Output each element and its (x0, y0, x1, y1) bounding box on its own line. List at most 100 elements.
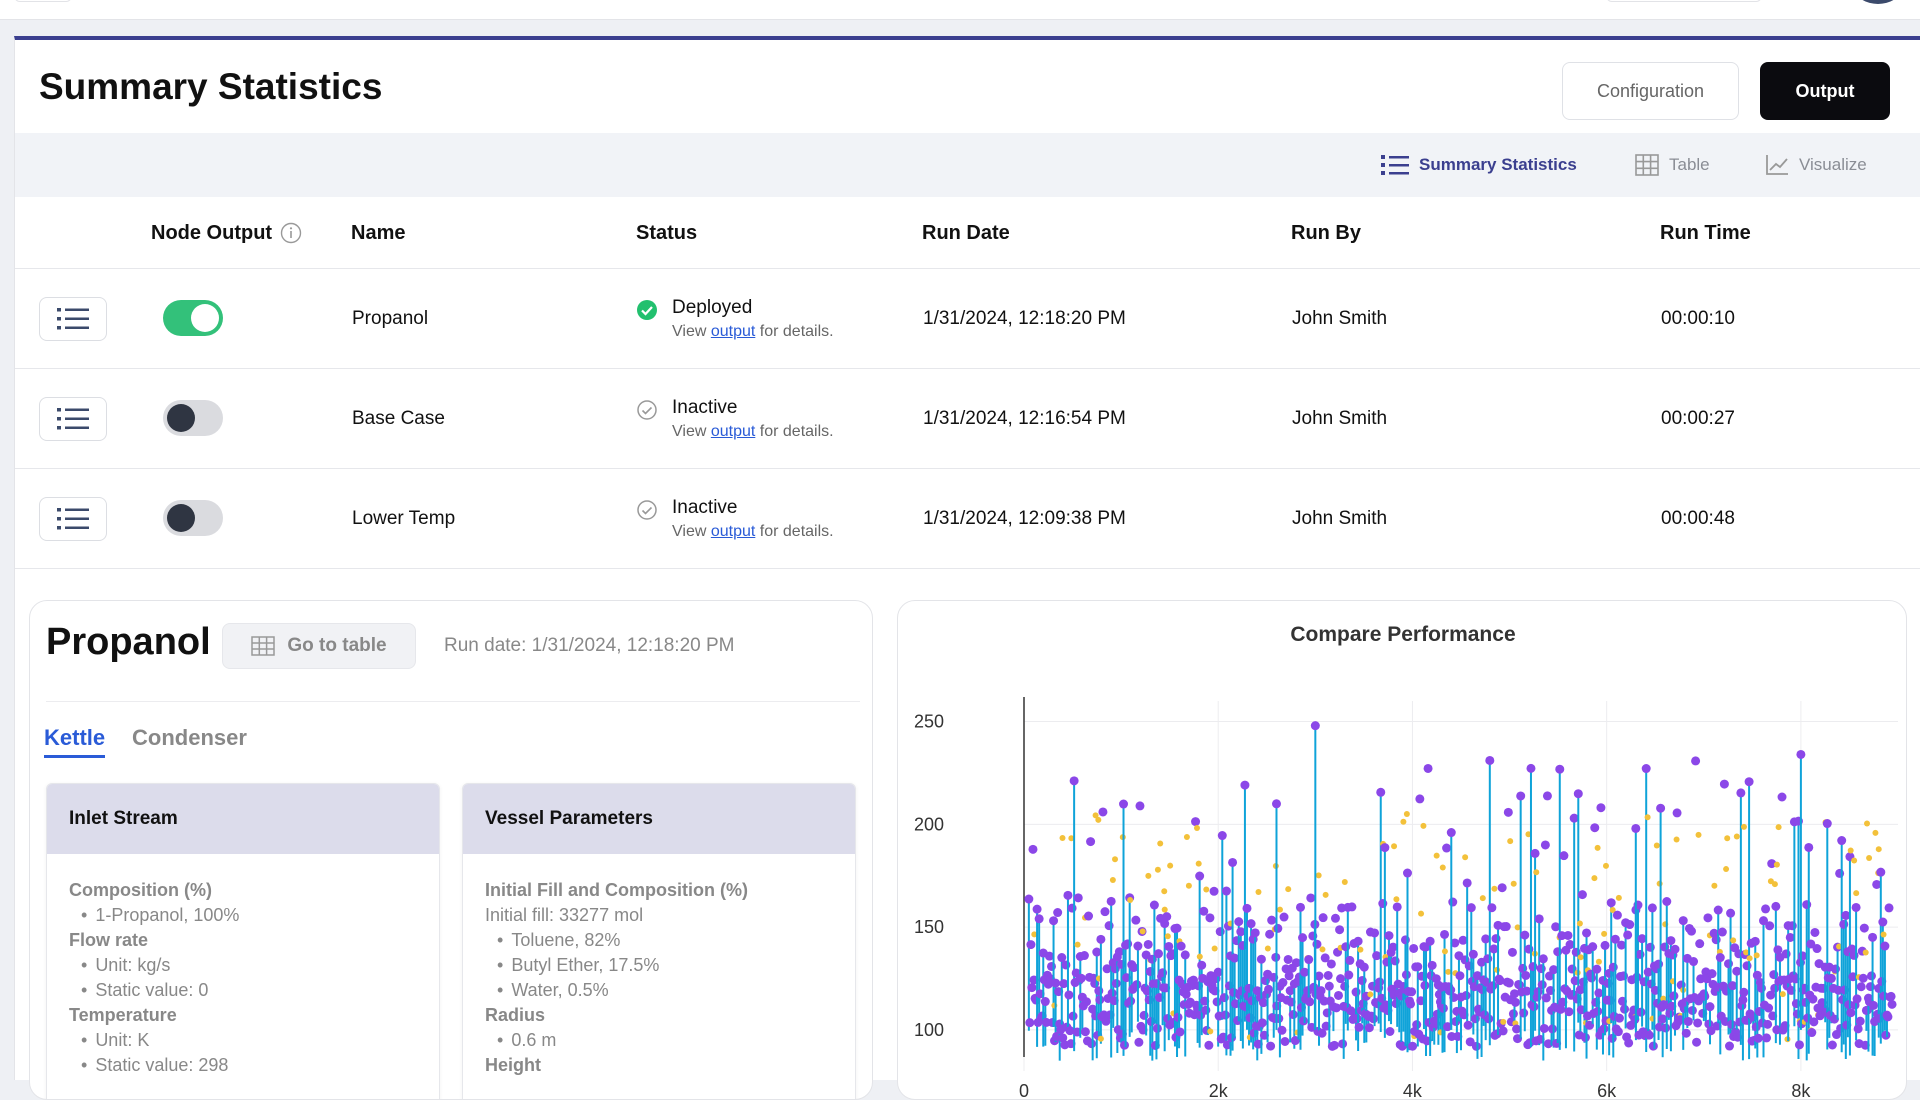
data-point (1678, 916, 1688, 926)
node-output-toggle[interactable] (163, 400, 223, 436)
data-point (1256, 954, 1266, 964)
check-circle-outline-icon (637, 500, 657, 520)
data-point (1587, 973, 1597, 983)
table-row[interactable]: Base Case Inactive View output for detai… (15, 369, 1920, 469)
data-point (1510, 880, 1517, 887)
data-point (1866, 982, 1876, 992)
data-point (1533, 869, 1540, 876)
configuration-button[interactable]: Configuration (1562, 62, 1739, 120)
data-point (1391, 843, 1398, 850)
list-icon (57, 408, 89, 430)
output-link[interactable]: output (710, 423, 756, 440)
data-point (1837, 836, 1847, 846)
avatar[interactable] (1856, 0, 1900, 4)
data-point (1221, 886, 1231, 896)
data-point (1364, 1023, 1374, 1033)
data-point (1686, 926, 1696, 936)
data-point (1351, 987, 1361, 997)
row-details-button[interactable] (39, 397, 107, 441)
list-icon (57, 508, 89, 530)
data-point (1450, 938, 1460, 948)
data-point (1246, 919, 1256, 929)
tab-table[interactable]: Table (1635, 133, 1710, 197)
data-point (1026, 940, 1036, 950)
data-point (1211, 945, 1218, 952)
data-point (1488, 981, 1498, 991)
table-row[interactable]: Propanol Deployed View output for detail… (15, 269, 1920, 369)
info-icon[interactable] (280, 222, 302, 244)
data-point (1096, 934, 1106, 944)
top-search-input[interactable] (1606, 0, 1762, 2)
vessel-parameters-title: Vessel Parameters (463, 784, 855, 854)
tab-visualize[interactable]: Visualize (1765, 133, 1867, 197)
row-run-date: 1/31/2024, 12:16:54 PM (923, 408, 1126, 429)
data-point (1065, 1026, 1075, 1036)
data-point (1102, 964, 1112, 974)
data-point (1563, 930, 1573, 940)
data-point (1185, 882, 1192, 889)
view-prefix: View (672, 423, 707, 440)
row-details-button[interactable] (39, 297, 107, 341)
data-point (1588, 942, 1598, 952)
node-output-toggle[interactable] (163, 300, 223, 336)
data-point (1284, 971, 1294, 981)
data-point (1195, 871, 1205, 881)
data-point (1673, 836, 1680, 843)
data-point (1744, 777, 1754, 787)
data-point (1592, 964, 1602, 974)
data-point (1846, 1008, 1856, 1018)
compare-performance-chart[interactable]: 0 2k 4k 6k 8k 100 150 200 250 (898, 601, 1907, 1100)
tab-kettle[interactable]: Kettle (44, 725, 106, 758)
data-point (1641, 764, 1651, 774)
data-point (1886, 991, 1896, 1001)
data-point (1053, 908, 1063, 918)
data-point (1291, 958, 1301, 968)
data-point (1601, 930, 1608, 937)
data-point (1046, 961, 1056, 971)
data-point (1666, 936, 1676, 946)
data-point (1510, 989, 1520, 999)
data-point (1086, 837, 1096, 847)
data-point (1119, 1040, 1129, 1050)
data-point (1733, 833, 1740, 840)
tab-summary-statistics[interactable]: Summary Statistics (1381, 133, 1577, 197)
table-row[interactable]: Lower Temp Inactive View output for deta… (15, 469, 1920, 569)
tab-condenser[interactable]: Condenser (132, 725, 247, 750)
data-point (1271, 799, 1281, 809)
data-point (1647, 903, 1657, 913)
data-point (1097, 1035, 1104, 1042)
data-point (1051, 978, 1061, 988)
data-point (1468, 949, 1478, 959)
data-point (1320, 953, 1330, 963)
data-point (1736, 788, 1746, 798)
data-point (1624, 1038, 1634, 1048)
data-point (1162, 912, 1172, 922)
data-point (1114, 947, 1124, 957)
data-point (1446, 828, 1456, 838)
data-point (1139, 1010, 1149, 1020)
data-point (1542, 791, 1552, 801)
page-title: Summary Statistics (39, 66, 383, 107)
data-point (1305, 997, 1315, 1007)
data-point (1306, 893, 1316, 903)
go-to-table-button[interactable]: Go to table (222, 623, 416, 669)
output-link[interactable]: output (710, 323, 756, 340)
data-point (1400, 818, 1407, 825)
node-output-toggle[interactable] (163, 500, 223, 536)
data-point (1520, 930, 1530, 940)
data-point (1715, 953, 1725, 963)
data-point (1724, 959, 1734, 969)
data-point (1479, 895, 1486, 902)
data-point (1884, 903, 1894, 913)
menu-button[interactable] (14, 0, 72, 2)
data-point (1853, 1024, 1863, 1034)
list-icon (1381, 155, 1409, 175)
header-status: Status (636, 221, 698, 244)
data-point (1614, 1013, 1624, 1023)
output-link[interactable]: output (710, 523, 756, 540)
row-details-button[interactable] (39, 497, 107, 541)
data-point (1212, 997, 1222, 1007)
data-point (1851, 902, 1861, 912)
output-button[interactable]: Output (1760, 62, 1890, 120)
data-point (1537, 980, 1547, 990)
